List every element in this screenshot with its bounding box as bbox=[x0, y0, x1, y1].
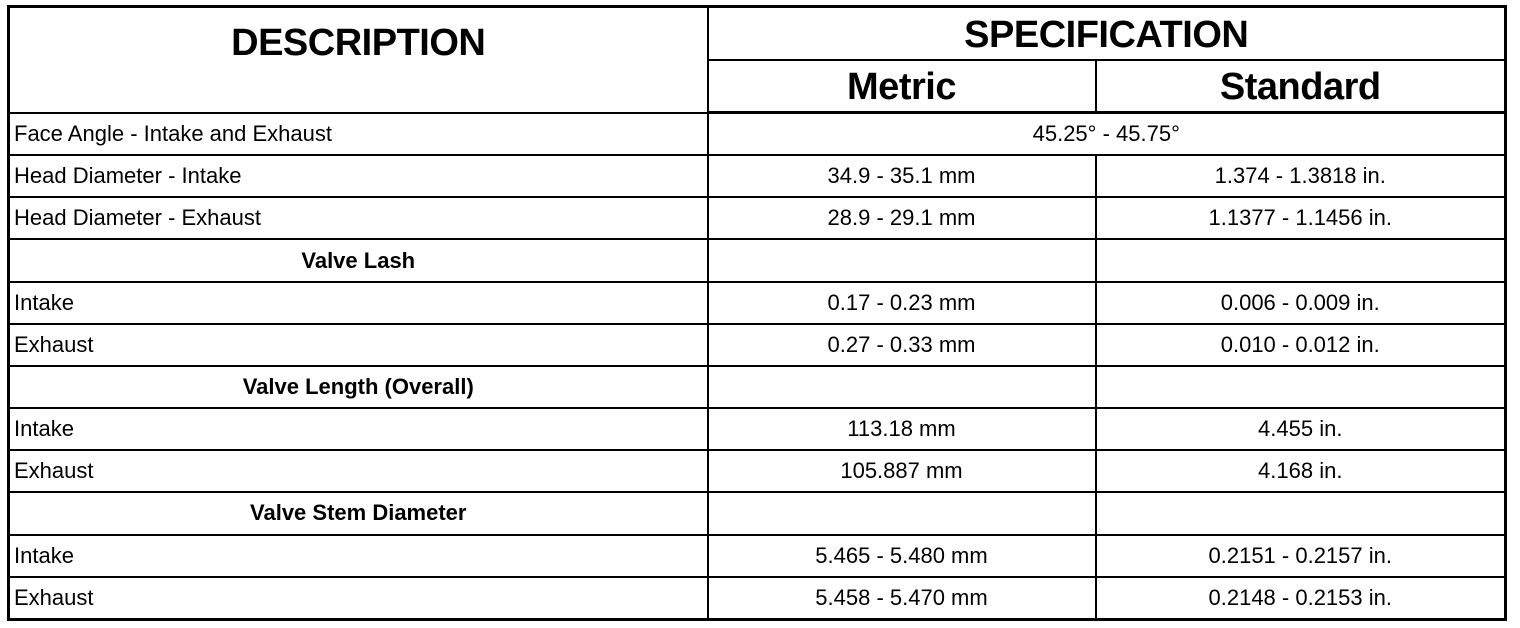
metric-cell bbox=[706, 238, 1097, 283]
table-row: Head Diameter - Intake 34.9 - 35.1 mm 1.37… bbox=[7, 154, 1507, 199]
standard-cell: 1.374 - 1.3818 in. bbox=[1094, 154, 1507, 199]
header-row: DESCRIPTION SPECIFICATION bbox=[7, 5, 1507, 114]
subheader-row: Metric Standard bbox=[9, 58, 1507, 114]
section-heading: Valve Stem Diameter bbox=[7, 491, 709, 536]
description-cell: Intake bbox=[7, 407, 709, 452]
metric-cell: 28.9 - 29.1 mm bbox=[706, 196, 1097, 241]
description-cell: Head Diameter - Intake bbox=[7, 154, 709, 199]
description-cell: Exhaust bbox=[7, 322, 709, 367]
description-cell: Exhaust bbox=[7, 575, 709, 621]
standard-cell bbox=[1094, 364, 1507, 410]
metric-cell: 0.17 - 0.23 mm bbox=[706, 280, 1097, 325]
valve-specifications-table: DESCRIPTION SPECIFICATION Metric Standar… bbox=[7, 5, 1507, 621]
section-row: Valve Length (Overall) bbox=[7, 364, 1507, 410]
table-row: Head Diameter - Exhaust 28.9 - 29.1 mm 1.1… bbox=[7, 196, 1507, 241]
description-cell: Intake bbox=[7, 533, 709, 578]
metric-cell: 113.18 mm bbox=[706, 407, 1097, 452]
section-heading: Valve Lash bbox=[7, 238, 709, 283]
metric-header: Metric bbox=[706, 58, 1097, 114]
specification-header: SPECIFICATION bbox=[706, 5, 1507, 61]
section-row: Valve Stem Diameter bbox=[7, 491, 1507, 536]
metric-cell bbox=[706, 491, 1097, 536]
standard-cell: 0.010 - 0.012 in. bbox=[1094, 322, 1507, 367]
description-cell: Intake bbox=[7, 280, 709, 325]
standard-cell: 0.2148 - 0.2153 in. bbox=[1094, 575, 1507, 621]
metric-cell: 5.465 - 5.480 mm bbox=[706, 533, 1097, 578]
description-cell: Head Diameter - Exhaust bbox=[7, 196, 709, 241]
standard-cell bbox=[1094, 491, 1507, 536]
section-heading: Valve Length (Overall) bbox=[7, 364, 709, 410]
standard-cell bbox=[1094, 238, 1507, 283]
table-row: Exhaust 5.458 - 5.470 mm 0.2148 - 0.2153 i… bbox=[7, 575, 1507, 621]
table-row: Intake 0.17 - 0.23 mm 0.006 - 0.009 in. bbox=[7, 280, 1507, 325]
metric-cell: 105.887 mm bbox=[706, 449, 1097, 494]
table-row: Face Angle - Intake and Exhaust 45.25° - … bbox=[7, 111, 1507, 157]
table-row: Intake 5.465 - 5.480 mm 0.2151 - 0.2157 in… bbox=[7, 533, 1507, 578]
table-row: Exhaust 105.887 mm 4.168 in. bbox=[7, 449, 1507, 494]
description-cell: Face Angle - Intake and Exhaust bbox=[7, 111, 709, 157]
metric-cell: 34.9 - 35.1 mm bbox=[706, 154, 1097, 199]
metric-cell: 5.458 - 5.470 mm bbox=[706, 575, 1097, 621]
standard-cell: 4.168 in. bbox=[1094, 449, 1507, 494]
table-row: Intake 113.18 mm 4.455 in. bbox=[7, 407, 1507, 452]
description-cell: Exhaust bbox=[7, 449, 709, 494]
metric-cell bbox=[706, 364, 1097, 410]
standard-cell: 0.006 - 0.009 in. bbox=[1094, 280, 1507, 325]
metric-cell: 0.27 - 0.33 mm bbox=[706, 322, 1097, 367]
standard-header: Standard bbox=[1094, 58, 1507, 114]
standard-cell: 4.455 in. bbox=[1094, 407, 1507, 452]
standard-cell: 0.2151 - 0.2157 in. bbox=[1094, 533, 1507, 578]
section-row: Valve Lash bbox=[7, 238, 1507, 283]
description-header: DESCRIPTION bbox=[7, 5, 709, 114]
standard-cell: 1.1377 - 1.1456 in. bbox=[1094, 196, 1507, 241]
specification-cell: 45.25° - 45.75° bbox=[706, 111, 1507, 157]
table-row: Exhaust 0.27 - 0.33 mm 0.010 - 0.012 in. bbox=[7, 322, 1507, 367]
